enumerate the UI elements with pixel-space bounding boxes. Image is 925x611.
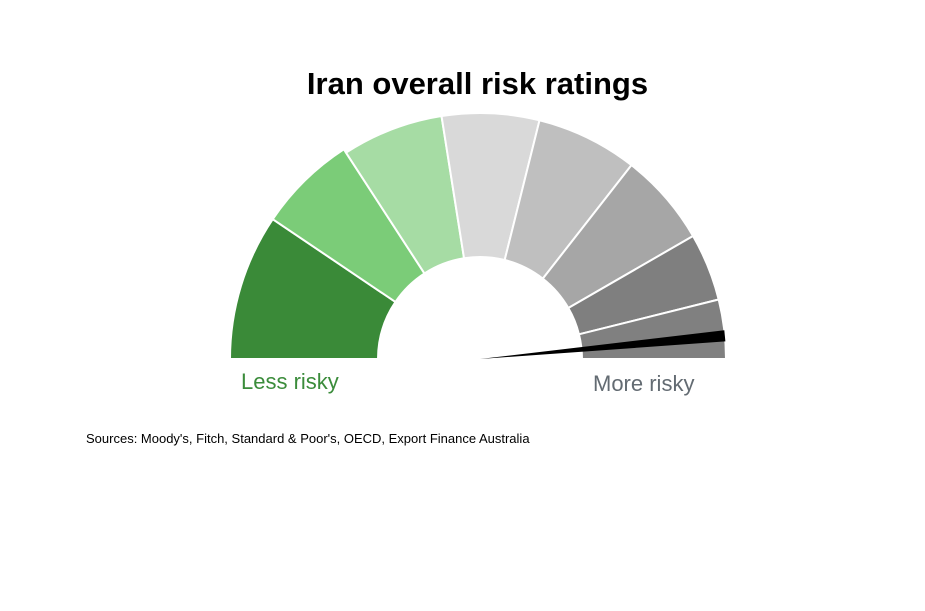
source-note: Sources: Moody's, Fitch, Standard & Poor… (86, 431, 530, 446)
chart-title: Iran overall risk ratings (306, 66, 649, 101)
gauge-bands (228, 112, 728, 360)
less-risky-label: Less risky (241, 369, 339, 394)
more-risky-label: More risky (593, 371, 695, 396)
gauge-needle (480, 330, 726, 359)
gauge-band-2 (271, 147, 426, 304)
gauge-needle-group (480, 330, 726, 359)
